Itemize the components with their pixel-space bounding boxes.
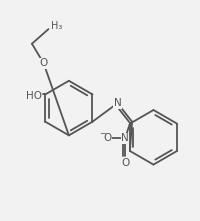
- Text: O: O: [121, 158, 129, 168]
- Text: N: N: [121, 133, 129, 143]
- Text: N: N: [114, 98, 121, 108]
- Text: +: +: [127, 129, 133, 138]
- Text: O: O: [39, 58, 48, 68]
- Text: O: O: [103, 133, 112, 143]
- Text: H₃: H₃: [51, 21, 62, 31]
- Text: HO: HO: [26, 91, 42, 101]
- Text: −: −: [99, 129, 106, 138]
